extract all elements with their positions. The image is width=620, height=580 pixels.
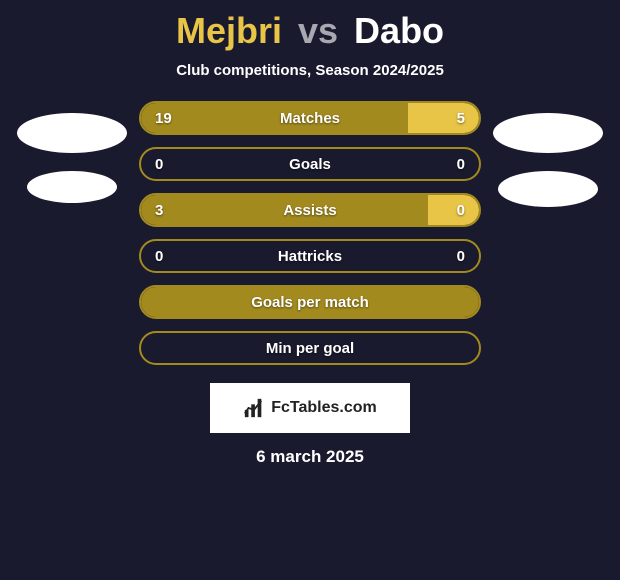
subtitle: Club competitions, Season 2024/2025 [0, 62, 620, 79]
player1-name: Mejbri [176, 10, 282, 51]
player2-name: Dabo [354, 10, 444, 51]
avatar [17, 113, 127, 153]
stat-value-right: 5 [457, 103, 465, 133]
stat-value-right: 0 [457, 195, 465, 225]
main: Matches195Goals00Assists30Hattricks00Goa… [0, 101, 620, 365]
stats-column: Matches195Goals00Assists30Hattricks00Goa… [139, 101, 481, 365]
stat-row: Goals0 0 [139, 147, 481, 181]
date: 6 march 2025 [0, 447, 620, 467]
stat-value-left: 0 [155, 149, 163, 179]
stat-label: Goals per match [141, 287, 479, 317]
stat-row: Hattricks0 0 [139, 239, 481, 273]
stat-label: Goals [141, 149, 479, 179]
title: Mejbri vs Dabo [0, 10, 620, 52]
stat-label: Assists [141, 195, 479, 225]
stat-label: Hattricks [141, 241, 479, 271]
stat-row: Goals per match [139, 285, 481, 319]
right-avatars [493, 101, 603, 207]
stat-value-left: 0 [155, 241, 163, 271]
stat-value-left: 3 [155, 195, 163, 225]
avatar [493, 113, 603, 153]
stat-row: Assists3 0 [139, 193, 481, 227]
brand-badge: FcTables.com [210, 383, 410, 433]
stat-label: Matches [141, 103, 479, 133]
stat-value-right: 0 [457, 149, 465, 179]
avatar [27, 171, 117, 203]
stat-row: Matches19 5 [139, 101, 481, 135]
stat-value-right: 0 [457, 241, 465, 271]
stat-value-left: 19 [155, 103, 172, 133]
chart-icon [243, 397, 265, 419]
stat-row: Min per goal [139, 331, 481, 365]
left-avatars [17, 101, 127, 203]
vs-text: vs [298, 10, 338, 51]
avatar [498, 171, 598, 207]
brand-text: FcTables.com [271, 399, 377, 417]
comparison-card: Mejbri vs Dabo Club competitions, Season… [0, 0, 620, 580]
stat-label: Min per goal [141, 333, 479, 363]
